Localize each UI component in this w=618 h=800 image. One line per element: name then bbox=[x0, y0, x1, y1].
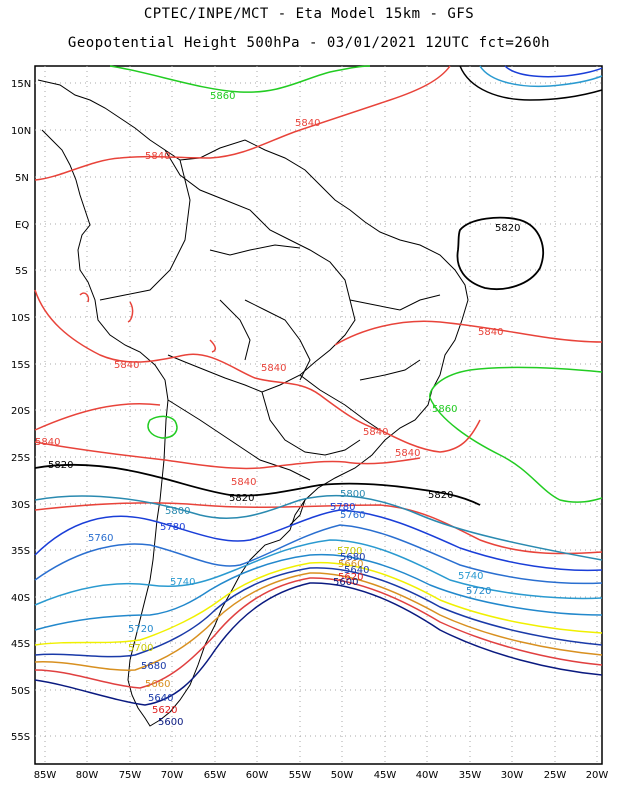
lat-label: 15S bbox=[11, 360, 30, 371]
lon-label: 30W bbox=[501, 770, 524, 781]
contour-label-5640: 5640 bbox=[148, 693, 173, 704]
contour-label-5800: 5800 bbox=[340, 489, 365, 500]
contour-5840 bbox=[34, 65, 603, 555]
contour-label-5620: 5620 bbox=[338, 572, 363, 583]
lat-label: 55S bbox=[11, 732, 30, 743]
lat-label: 50S bbox=[11, 686, 30, 697]
contour-trough bbox=[34, 494, 603, 706]
contour-label-5720: 5720 bbox=[128, 624, 153, 635]
contour-label-5760: 5760 bbox=[340, 510, 365, 521]
contour-label-5720: 5720 bbox=[466, 586, 491, 597]
contour-label-5600: 5600 bbox=[158, 717, 183, 728]
lat-label: 25S bbox=[11, 453, 30, 464]
lat-label: 10S bbox=[11, 313, 30, 324]
lat-label: 45S bbox=[11, 639, 30, 650]
contour-label-5640: 5640 bbox=[344, 565, 369, 576]
lon-label: 65W bbox=[204, 770, 227, 781]
lat-labels: 15N 10N 5N EQ 5S 10S 15S 20S 25S 30S 35S… bbox=[11, 79, 31, 743]
contour-label-5840: 5840 bbox=[231, 477, 256, 488]
lon-label: 55W bbox=[289, 770, 312, 781]
contour-label-5840: 5840 bbox=[35, 437, 60, 448]
lat-label: EQ bbox=[15, 220, 29, 231]
lon-label: 60W bbox=[246, 770, 269, 781]
contour-label-5820: 5820 bbox=[229, 493, 254, 504]
contour-label-5660: 5660 bbox=[145, 679, 170, 690]
lat-label: 5S bbox=[15, 266, 28, 277]
contour-label-5840: 5840 bbox=[261, 363, 286, 374]
lon-labels: 85W 80W 75W 70W 65W 60W 55W 50W 45W 40W … bbox=[34, 770, 609, 781]
lat-grid bbox=[35, 82, 602, 737]
lon-label: 35W bbox=[459, 770, 482, 781]
lon-label: 40W bbox=[416, 770, 439, 781]
contour-label-5840: 5840 bbox=[478, 327, 503, 338]
lat-label: 5N bbox=[15, 173, 29, 184]
contour-label-5660: 5660 bbox=[338, 559, 363, 570]
contour-label-5840: 5840 bbox=[395, 448, 420, 459]
contour-label-5600: 5600 bbox=[333, 577, 358, 588]
lat-label: 40S bbox=[11, 593, 30, 604]
contour-5820 bbox=[34, 216, 544, 506]
lon-label: 75W bbox=[119, 770, 142, 781]
contour-label-5780: 5780 bbox=[330, 502, 355, 513]
contour-label-5740: 5740 bbox=[170, 577, 195, 588]
contour-label-5700: 5700 bbox=[337, 546, 362, 557]
lon-label: 45W bbox=[374, 770, 397, 781]
contour-label-5680: 5680 bbox=[141, 661, 166, 672]
contour-label-5620: 5620 bbox=[152, 705, 177, 716]
contour-label-5840: 5840 bbox=[295, 118, 320, 129]
lon-label: 70W bbox=[161, 770, 184, 781]
lat-label: 30S bbox=[11, 500, 30, 511]
lat-label: 10N bbox=[11, 126, 31, 137]
contour-label-5820: 5820 bbox=[48, 460, 73, 471]
contour-label-5680: 5680 bbox=[340, 552, 365, 563]
contour-label-5820: 5820 bbox=[428, 490, 453, 501]
lon-grid bbox=[44, 66, 598, 764]
contour-label-5740: 5740 bbox=[458, 571, 483, 582]
contour-label-5840: 5840 bbox=[114, 360, 139, 371]
contour-label-5820: 5820 bbox=[495, 223, 520, 234]
contour-label-5780: 5780 bbox=[160, 522, 185, 533]
lon-label: 80W bbox=[76, 770, 99, 781]
contour-ne-low bbox=[459, 65, 603, 101]
contour-label-5700: 5700 bbox=[128, 643, 153, 654]
contour-label-5840: 5840 bbox=[363, 427, 388, 438]
lat-label: 15N bbox=[11, 79, 31, 90]
map-frame bbox=[34, 65, 603, 765]
contour-label-5760: 5760 bbox=[88, 533, 113, 544]
lon-label: 25W bbox=[544, 770, 567, 781]
contour-label-5840: 5840 bbox=[145, 151, 170, 162]
contour-label-5800: 5800 bbox=[165, 506, 190, 517]
lon-label: 20W bbox=[586, 770, 609, 781]
map-title-line2: Geopotential Height 500hPa - 03/01/2021 … bbox=[67, 35, 551, 51]
coastlines bbox=[37, 79, 469, 727]
contour-label-5860: 5860 bbox=[432, 404, 457, 415]
lat-label: 35S bbox=[11, 546, 30, 557]
lon-label: 85W bbox=[34, 770, 57, 781]
lat-label: 20S bbox=[11, 406, 30, 417]
map-title-line1: CPTEC/INPE/MCT - Eta Model 15km - GFS bbox=[143, 6, 475, 22]
contour-label-5860: 5860 bbox=[210, 91, 235, 102]
lon-label: 50W bbox=[331, 770, 354, 781]
contour-5860 bbox=[109, 65, 603, 503]
